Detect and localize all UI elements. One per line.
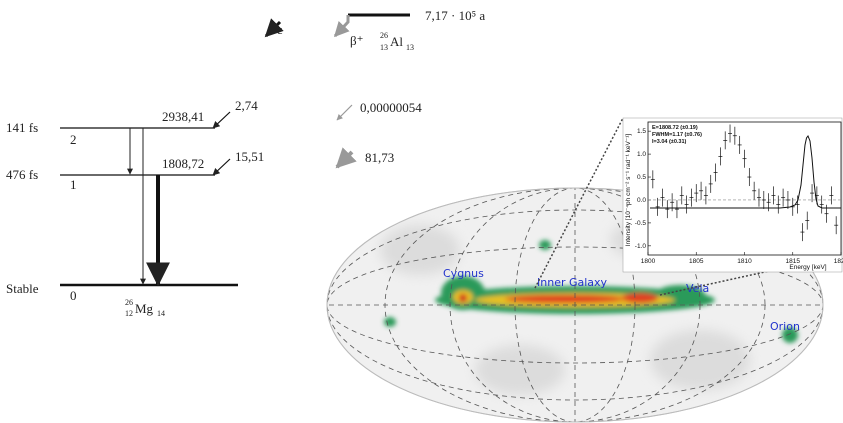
- beta-intensity: 0,00000054: [360, 100, 422, 115]
- beta: β⁺: [350, 33, 363, 48]
- lifetime: 476 fs: [6, 167, 38, 182]
- al-symbol: Al: [390, 34, 403, 49]
- inset-chart: E=1808.72 (±0.19) FWHM=1.17 (±0.76) I=3.…: [623, 118, 843, 272]
- x-axis-label: Energy [keV]: [789, 264, 826, 271]
- annotation: E=1808.72 (±0.19): [652, 125, 698, 131]
- half-life: 7,17 · 10⁵ a: [425, 8, 485, 23]
- level-index: 1: [70, 177, 77, 192]
- y-tick-label: 1.0: [637, 151, 646, 158]
- y-tick-label: 0.0: [637, 197, 646, 204]
- level-energy: 2938,41: [162, 109, 204, 124]
- epsilon-intensity: 15,51: [235, 149, 264, 164]
- region-label: Cygnus: [443, 267, 484, 280]
- al-z: 13: [380, 43, 388, 52]
- mg-n: 14: [157, 309, 165, 318]
- epsilon-intensity: 2,74: [235, 98, 258, 113]
- y-tick-label: -0.5: [635, 220, 647, 227]
- x-tick-label: 1815: [786, 258, 801, 265]
- x-tick-label: 1800: [641, 258, 656, 265]
- x-tick-label: 1820: [834, 258, 843, 265]
- y-tick-label: 1.5: [637, 128, 646, 135]
- beta-arrow: [337, 152, 352, 167]
- x-tick-label: 1805: [689, 258, 704, 265]
- beta-arrow: [335, 15, 348, 36]
- region-label: Orion: [770, 320, 800, 333]
- mg-symbol: Mg: [135, 301, 154, 316]
- beta-arrow: [337, 105, 352, 120]
- region-label: Inner Galaxy: [537, 276, 608, 289]
- level-index: 2: [70, 132, 77, 147]
- y-tick-label: -1.0: [635, 243, 647, 250]
- al-mass: 26: [380, 31, 388, 40]
- level-energy: 1808,72: [162, 156, 204, 171]
- beta-intensity: 81,73: [365, 150, 394, 165]
- parent: ε β⁺ 7,17 · 10⁵ a 26 13 Al 13: [266, 8, 485, 52]
- annotation: FWHM=1.17 (±0.76): [652, 132, 702, 138]
- lifetime: 141 fs: [6, 120, 38, 135]
- annotation: I=3.04 (±0.31): [652, 139, 687, 145]
- epsilon-arrow: [213, 112, 230, 128]
- mg-mass: 26: [125, 298, 133, 307]
- y-axis-label: Intensity [10⁻⁴ph cm⁻² s⁻¹ rad⁻¹ keV⁻¹]: [625, 134, 632, 247]
- region-label: Vela: [686, 282, 709, 295]
- x-tick-label: 1810: [737, 258, 752, 265]
- mg-z: 12: [125, 309, 133, 318]
- y-tick-label: 0.5: [637, 174, 646, 181]
- lifetime: Stable: [6, 281, 39, 296]
- epsilon-arrow: [213, 159, 230, 175]
- figure: ε β⁺ 7,17 · 10⁵ a 26 13 Al 13 141 fs 2 2…: [0, 0, 843, 423]
- level-index: 0: [70, 288, 77, 303]
- epsilon: ε: [277, 22, 283, 37]
- al-n: 13: [406, 43, 414, 52]
